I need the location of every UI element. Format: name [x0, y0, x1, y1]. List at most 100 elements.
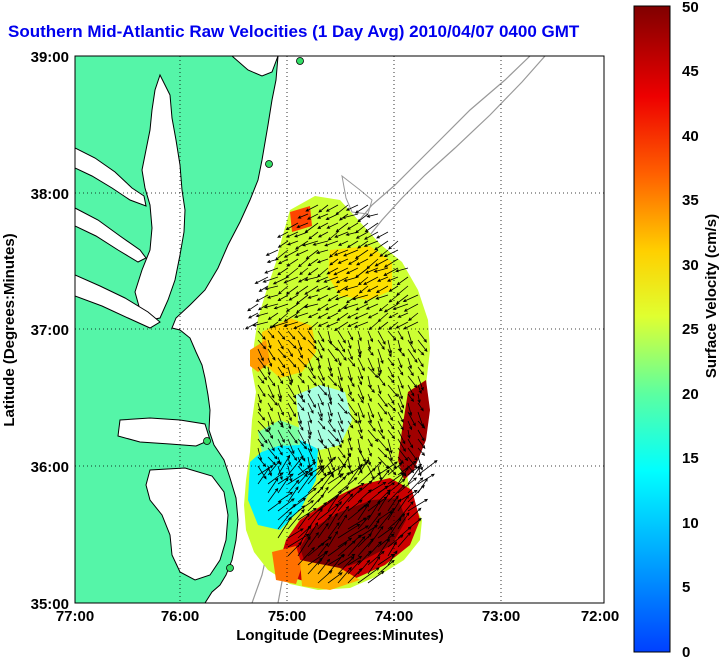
velocity-arrow [397, 420, 404, 431]
velocity-arrow [287, 240, 299, 246]
velocity-arrow [317, 357, 322, 370]
velocity-arrow [396, 276, 409, 286]
velocity-arrow [397, 494, 410, 512]
velocity-arrow [357, 402, 365, 419]
velocity-arrow [367, 366, 379, 379]
velocity-arrow [273, 303, 289, 310]
velocity-arrow [267, 312, 279, 320]
velocity-arrow [297, 513, 310, 530]
velocity-arrow [357, 240, 369, 249]
velocity-arrow [255, 294, 269, 302]
velocity-arrow [417, 339, 428, 353]
velocity-arrow [277, 384, 283, 400]
velocity-arrow [347, 487, 363, 503]
velocity-arrow [397, 531, 412, 548]
velocity-arrow [307, 312, 319, 318]
velocity-arrow [346, 222, 359, 230]
velocity-arrow [327, 501, 342, 521]
velocity-arrow [287, 528, 304, 539]
velocity-arrow [363, 240, 379, 247]
velocity-arrow [377, 553, 395, 566]
y-tick-label: 36:00 [31, 459, 69, 476]
velocity-arrow [267, 477, 279, 494]
velocity-arrow [357, 348, 362, 359]
velocity-arrow [397, 384, 403, 400]
velocity-arrow [417, 366, 425, 376]
velocity-arrow [317, 536, 333, 548]
velocity-arrow [387, 513, 406, 530]
velocity-arrow [337, 240, 349, 246]
colorbar-tick-label: 35 [682, 192, 699, 209]
x-tick-label: 75:00 [268, 608, 306, 625]
velocity-arrow [347, 330, 354, 341]
velocity-arrow [287, 366, 294, 384]
velocity-arrow [402, 294, 419, 302]
velocity-arrow [347, 499, 363, 512]
velocity-arrow [277, 339, 284, 350]
velocity-arrow [417, 456, 423, 471]
velocity-arrow [407, 465, 421, 485]
velocity-arrow [367, 555, 381, 575]
velocity-arrow [377, 489, 391, 503]
velocity-arrow [277, 420, 284, 428]
velocity-arrow [387, 339, 393, 355]
velocity-arrow [287, 348, 293, 358]
velocity-arrow [417, 402, 424, 412]
velocity-arrow [354, 204, 369, 214]
velocity-arrow [377, 533, 395, 548]
colorbar-label: Surface Velocity (cm/s) [703, 214, 720, 378]
velocity-arrow [377, 526, 394, 539]
velocity-arrow [317, 402, 323, 418]
velocity-arrow [287, 541, 302, 557]
velocity-arrow [357, 276, 369, 286]
velocity-arrow [403, 303, 419, 312]
velocity-arrow [327, 486, 350, 503]
velocity-arrow [317, 321, 329, 327]
velocity-arrow [299, 267, 309, 276]
velocity-arrow [417, 460, 438, 476]
velocity-arrow [397, 456, 404, 464]
velocity-arrow [267, 447, 278, 460]
velocity-arrow [407, 507, 422, 521]
velocity-arrow [317, 513, 333, 530]
velocity-arrow [387, 384, 399, 397]
velocity-arrow [254, 276, 269, 284]
velocity-arrow [357, 489, 372, 503]
velocity-arrow [257, 330, 266, 340]
y-axis-label: Latitude (Degrees:Minutes) [1, 233, 18, 426]
velocity-arrow [335, 222, 349, 233]
velocity-arrow [293, 321, 309, 329]
velocity-arrow [337, 540, 356, 557]
velocity-arrow [387, 411, 393, 421]
velocity-arrow [326, 312, 339, 319]
radar-site-marker [226, 564, 234, 572]
velocity-arrow [353, 321, 369, 328]
velocity-arrow [356, 258, 369, 266]
velocity-arrow [357, 459, 370, 476]
velocity-arrow [397, 375, 404, 390]
velocity-arrow [397, 477, 418, 494]
velocity-arrow [316, 258, 329, 264]
velocity-arrow [397, 312, 409, 318]
velocity-arrow [345, 294, 359, 304]
velocity-arrow [287, 447, 298, 461]
velocity-arrow [345, 267, 359, 274]
velocity-arrow [347, 393, 355, 402]
velocity-arrow [257, 339, 267, 350]
velocity-arrow [297, 438, 308, 450]
velocity-arrow [315, 276, 329, 283]
velocity-arrow [347, 384, 352, 396]
velocity-arrow [397, 438, 406, 452]
velocity-arrow [375, 285, 389, 293]
velocity-arrow [287, 393, 297, 406]
velocity-arrow [357, 559, 371, 575]
velocity-arrow [277, 348, 287, 359]
velocity-arrow [272, 276, 289, 285]
velocity-arrow [354, 249, 369, 260]
x-tick-label: 73:00 [482, 608, 520, 625]
velocity-arrow [277, 330, 286, 340]
velocity-arrow [357, 467, 376, 485]
velocity-arrow [247, 303, 259, 312]
velocity-arrow [277, 402, 284, 416]
